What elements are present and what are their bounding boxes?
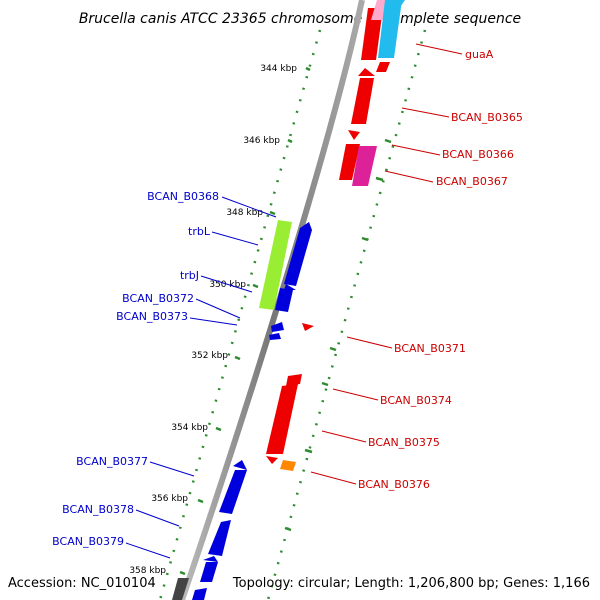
gene-arrow-BCAN-B0371 [302,323,314,331]
gene-arrow-BCAN-B0379 [200,562,218,582]
gene-arrow-BCAN-B0365 [351,78,374,124]
tick-label: 352 kbp [191,351,228,361]
gene-arrow-BCAN-B0374 [286,374,302,386]
tick-label: 354 kbp [171,423,208,433]
topology-summary: Topology: circular; Length: 1,206,800 bp… [232,576,590,591]
gene-arrow-BCAN-B0377 [219,470,247,514]
forward-strand-genes [192,220,312,600]
gene-arrow-BCAN-B0367 [352,146,377,186]
tick-label: 344 kbp [260,64,297,74]
gene-label-BCAN-B0377: BCAN_B0377 [76,455,148,468]
gene-label-trbL: trbL [188,225,211,238]
gene-label-BCAN-B0373: BCAN_B0373 [116,310,188,323]
gene-arrow-BCAN-B0375-head [266,456,278,464]
map-title: Brucella canis ATCC 23365 chromosome II,… [79,11,521,27]
kbp-ticks: 344 kbp 346 kbp 348 kbp 350 kbp 352 kbp … [129,64,297,576]
gene-label-BCAN-B0374: BCAN_B0374 [380,394,452,407]
gene-label-BCAN-B0375: BCAN_B0375 [368,436,440,449]
gene-arrow-BCAN-B0376 [280,460,296,471]
gene-label-BCAN-B0372: BCAN_B0372 [122,292,194,305]
tick-label: 358 kbp [129,566,166,576]
tick-label: 348 kbp [226,208,263,218]
gene-arrow-bottom [192,588,207,600]
gene-arrow-BCAN-B0378 [208,520,231,556]
gene-arrow-BCAN-B0373-a [271,322,284,332]
reverse-strand-genes [266,0,405,471]
gene-label-BCAN-B0379: BCAN_B0379 [52,535,124,548]
right-leader-lines [310,43,463,485]
gene-arrow-BCAN-B0367-red [339,144,360,180]
gene-arrow-BCAN-B0365-head [358,68,375,76]
gene-arrow-lime [259,220,292,310]
gene-label-BCAN-B0366: BCAN_B0366 [442,148,514,161]
gene-label-trbJ: trbJ [180,269,199,282]
accession-text: Accession: NC_010104 [8,576,156,591]
gene-arrow-BCAN-B0375 [266,384,298,454]
left-leader-lines [125,196,277,559]
gene-arrow-cyan-head [391,0,405,10]
gene-arrow-cyan [378,0,402,58]
gene-arrow-B0379-head [203,556,218,562]
gene-arrow-grey [172,578,189,600]
right-gene-labels: guaA BCAN_B0365 BCAN_B0366 BCAN_B0367 BC… [358,48,523,491]
gene-label-BCAN-B0365: BCAN_B0365 [451,111,523,124]
gc-marks [179,66,392,576]
gc-track-left [158,29,322,600]
gene-label-BCAN-B0371: BCAN_B0371 [394,342,466,355]
gene-arrow-BCAN-B0377-head [233,460,247,470]
gene-label-guaA: guaA [465,48,494,61]
gene-label-BCAN-B0368: BCAN_B0368 [147,190,219,203]
gene-label-BCAN-B0378: BCAN_B0378 [62,503,134,516]
gene-arrow-BCAN-B0373-b [269,333,281,340]
gc-track-right [266,29,427,600]
gene-label-BCAN-B0367: BCAN_B0367 [436,175,508,188]
left-gene-labels: BCAN_B0368 trbL trbJ BCAN_B0372 BCAN_B03… [52,190,219,548]
gene-arrow-BCAN-B0368 [284,222,312,286]
gene-label-BCAN-B0376: BCAN_B0376 [358,478,430,491]
gene-arrow-trbL-head [284,284,296,290]
tick-label: 356 kbp [151,494,188,504]
gene-arrow-red-small [376,62,390,72]
gene-arrow-guaA-red [361,8,383,60]
tick-label: 346 kbp [243,136,280,146]
tick-label: 350 kbp [209,280,246,290]
gene-arrow-trbL [275,288,293,312]
gene-arrow-BCAN-B0366 [348,130,360,140]
